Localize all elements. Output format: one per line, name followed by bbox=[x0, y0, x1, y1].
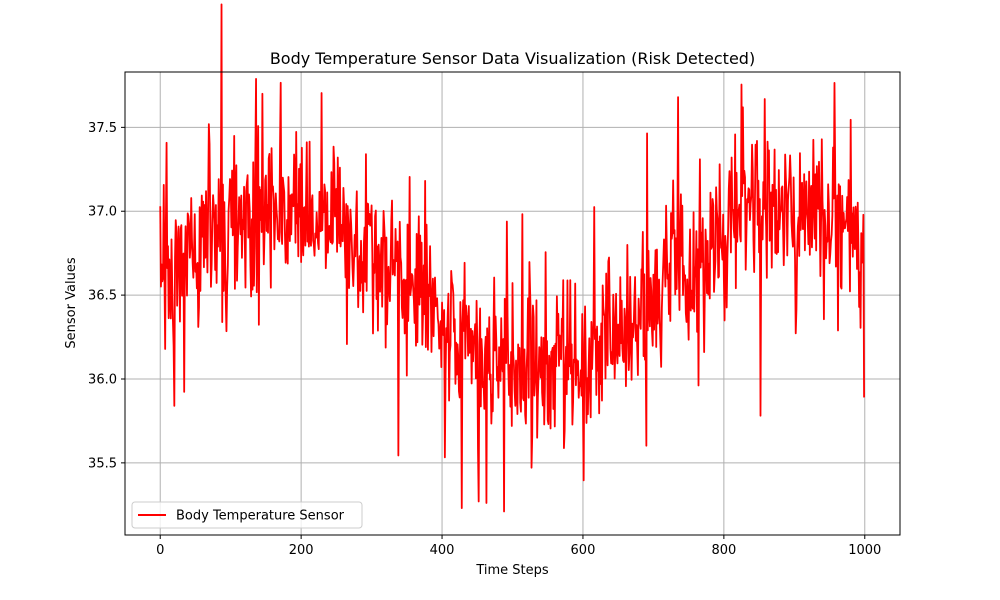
axis-ticks: 0 200 400 600 800 1000 35.5 36.0 36.5 37.0 37.5 bbox=[88, 121, 881, 558]
legend: Body Temperature Sensor bbox=[131, 501, 363, 529]
y-tick-label: 37.5 bbox=[88, 121, 117, 136]
x-tick-label: 800 bbox=[711, 543, 736, 558]
plot-frame bbox=[124, 71, 901, 536]
legend-box bbox=[131, 501, 363, 529]
y-tick-label: 36.5 bbox=[88, 289, 117, 304]
x-tick-label: 1000 bbox=[848, 543, 881, 558]
y-tick-label: 36.0 bbox=[88, 372, 117, 387]
x-tick-label: 400 bbox=[430, 543, 455, 558]
chart-title: Body Temperature Sensor Data Visualizati… bbox=[270, 49, 755, 68]
legend-label: Body Temperature Sensor bbox=[176, 509, 345, 524]
x-axis-label: Time Steps bbox=[475, 563, 549, 578]
y-tick-label: 37.0 bbox=[88, 205, 117, 220]
series-layer bbox=[159, 3, 865, 513]
y-tick-label: 35.5 bbox=[88, 456, 117, 471]
x-tick-label: 600 bbox=[571, 543, 596, 558]
x-tick-label: 0 bbox=[156, 543, 164, 558]
y-axis-label: Sensor Values bbox=[64, 257, 79, 348]
series-line-body-temperature bbox=[159, 3, 865, 513]
x-tick-label: 200 bbox=[289, 543, 314, 558]
